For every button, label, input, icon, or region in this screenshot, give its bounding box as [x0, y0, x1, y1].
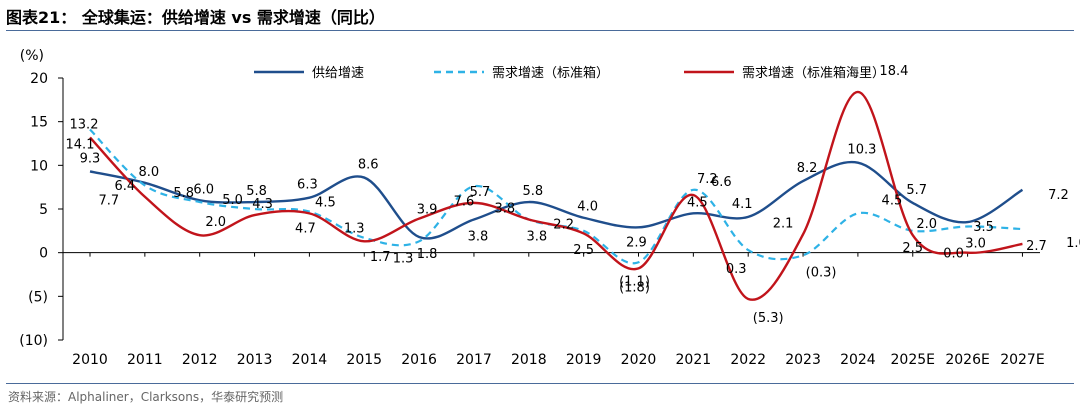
y-tick-label: 5 — [39, 202, 48, 218]
x-tick-label: 2020 — [621, 352, 657, 368]
data-label: 2.0 — [916, 217, 937, 232]
data-label: 2.9 — [626, 235, 647, 250]
data-label: 2.0 — [205, 215, 226, 230]
data-label: 2.7 — [1026, 239, 1047, 254]
y-axis-label: (%) — [20, 48, 44, 64]
data-label: 4.5 — [882, 193, 903, 208]
data-label: 14.1 — [66, 138, 95, 153]
y-tick-label: (5) — [28, 289, 48, 305]
data-label: 6.4 — [115, 179, 136, 194]
data-label: 1.7 — [370, 250, 391, 265]
x-tick-label: 2026E — [945, 352, 989, 368]
data-label: 8.6 — [358, 158, 379, 173]
title-divider — [6, 30, 1074, 31]
data-label: (5.3) — [753, 311, 784, 326]
data-label: 8.0 — [139, 165, 160, 180]
page-title: 图表21： 全球集运：供给增速 vs 需求增速（同比） — [6, 8, 385, 27]
supply-line — [89, 160, 1024, 240]
x-tick-label: 2025E — [891, 352, 935, 368]
x-tick-label: 2019 — [566, 352, 602, 368]
x-tick-label: 2022 — [730, 352, 766, 368]
data-label: 8.2 — [797, 161, 818, 176]
data-label: 7.7 — [99, 193, 120, 208]
data-label: 7.2 — [1048, 188, 1069, 203]
data-label: 3.5 — [973, 220, 994, 235]
y-tick-label: (10) — [19, 333, 48, 349]
data-label: 4.0 — [577, 200, 598, 215]
data-label: 5.0 — [222, 193, 243, 208]
x-axis: 2010 2011 2012 2013 2014 2015 2016 2017 2018 2019… — [63, 252, 1045, 368]
data-label: 3.0 — [965, 236, 986, 251]
x-tick-label: 2024 — [840, 352, 876, 368]
data-label: 9.3 — [80, 151, 101, 166]
y-tick-label: 20 — [30, 71, 48, 87]
data-labels: 9.38.06.0 5.8 6.38.61.83.85.84.02.94.5 4.18… — [66, 64, 1080, 326]
x-tick-label: 2018 — [511, 352, 547, 368]
x-tick-label: 2010 — [72, 352, 108, 368]
data-label: (1.1) — [619, 274, 650, 289]
data-label: 3.8 — [468, 229, 489, 244]
data-label: 1.8 — [417, 247, 438, 262]
x-tick-label: 2014 — [292, 352, 328, 368]
data-label: (1.8) — [619, 280, 650, 295]
data-label: 5.7 — [906, 183, 927, 198]
data-label: 7.2 — [697, 172, 718, 187]
data-label: 2.2 — [553, 217, 574, 232]
x-tick-label: 2011 — [127, 352, 163, 368]
source-note: 资料来源：Alphaliner，Clarksons，华泰研究预测 — [8, 390, 284, 404]
data-label: 5.8 — [522, 184, 543, 199]
data-label: 2.1 — [773, 216, 794, 231]
data-label: 3.8 — [494, 201, 515, 216]
data-label: 5.8 — [246, 184, 267, 199]
x-tick-label: 2023 — [785, 352, 821, 368]
chart-legend: 供给增速 需求增速（标准箱） 需求增速（标准箱海里） — [254, 65, 885, 81]
legend-label: 需求增速（标准箱海里） — [742, 65, 885, 81]
data-label: 6.3 — [297, 178, 318, 193]
y-tick-label: 15 — [30, 115, 48, 131]
data-label: 5.8 — [173, 186, 194, 201]
data-label: 1.3 — [344, 221, 365, 236]
data-label: 4.7 — [295, 222, 316, 237]
data-label: 5.7 — [470, 185, 491, 200]
data-label: 4.5 — [315, 195, 336, 210]
y-tick-label: 10 — [30, 158, 48, 174]
x-tick-label: 2012 — [182, 352, 218, 368]
y-tick-label: 0 — [39, 246, 48, 262]
data-label: 1.0 — [1066, 236, 1080, 251]
data-label: 10.3 — [847, 143, 876, 158]
data-label: 3.9 — [417, 203, 438, 218]
data-label: 4.1 — [732, 197, 753, 212]
x-tick-label: 2016 — [401, 352, 437, 368]
data-label: 4.5 — [687, 195, 708, 210]
data-label: 6.6 — [711, 175, 732, 190]
series-lines — [89, 90, 1024, 301]
data-label: 6.0 — [193, 182, 214, 197]
x-tick-label: 2017 — [456, 352, 492, 368]
data-label: (0.3) — [806, 265, 837, 280]
demand-teu-mile-line — [89, 90, 1023, 301]
data-label: 7.6 — [454, 194, 475, 209]
data-label: 1.3 — [393, 251, 414, 266]
source-divider — [6, 383, 1074, 384]
x-tick-label: 2015 — [346, 352, 382, 368]
x-tick-label: 2013 — [237, 352, 273, 368]
data-label: 0.3 — [726, 262, 747, 277]
data-label: 0.0 — [943, 247, 964, 262]
x-tick-label: 2021 — [676, 352, 712, 368]
data-label: 2.5 — [902, 241, 923, 256]
legend-label: 供给增速 — [312, 66, 364, 81]
y-axis: 20 15 10 5 0 (5) (10) — [19, 71, 64, 349]
data-label: 18.4 — [879, 64, 908, 79]
data-label: 3.8 — [526, 229, 547, 244]
data-label: 4.3 — [252, 197, 273, 212]
data-label: 2.5 — [573, 243, 594, 258]
legend-label: 需求增速（标准箱） — [492, 65, 609, 81]
data-label: 13.2 — [70, 117, 99, 132]
x-tick-label: 2027E — [1000, 352, 1044, 368]
